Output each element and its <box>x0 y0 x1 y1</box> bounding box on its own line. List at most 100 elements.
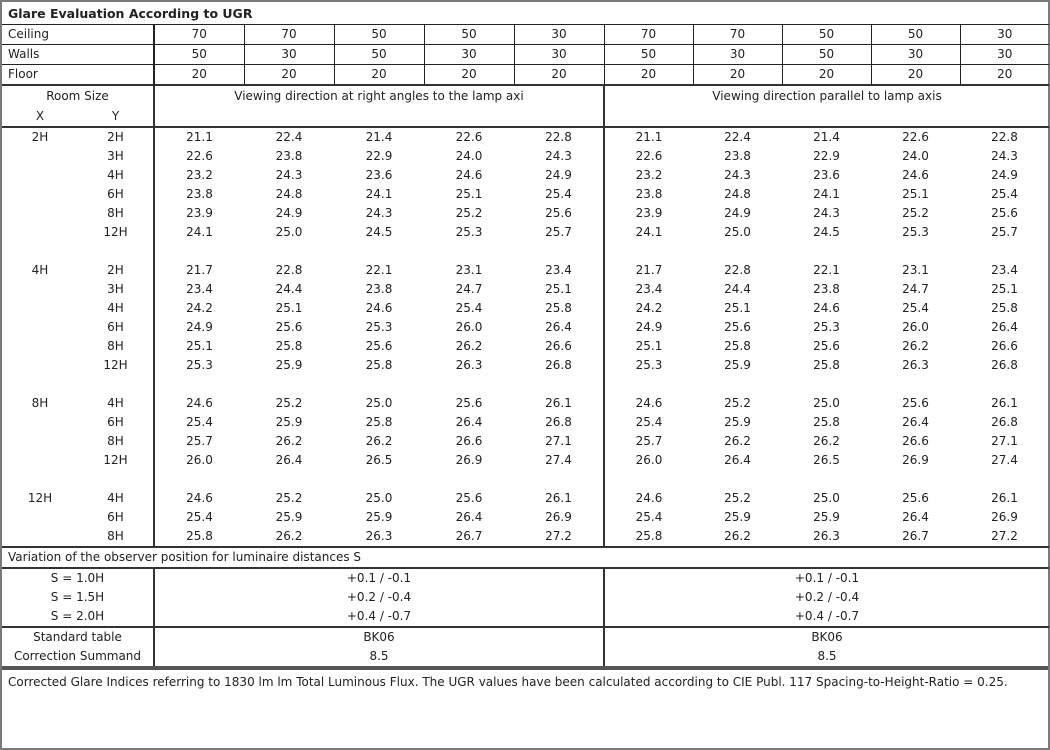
correction-left: 8.5 <box>153 647 604 666</box>
room-y: 12H <box>103 225 128 239</box>
left-direction-header: Viewing direction at right angles to the… <box>153 84 604 106</box>
ugr-value-left: 23.9 <box>153 204 244 223</box>
left-header-blank <box>153 106 604 127</box>
ugr-value-right: 21.1 <box>603 126 693 147</box>
reflectance-value: 20 <box>959 64 1049 86</box>
ugr-value-right: 25.6 <box>902 396 929 410</box>
ugr-value-right: 27.4 <box>991 453 1018 467</box>
variation-right: +0.1 / -0.1 <box>603 568 1049 588</box>
reflectance-value: 20 <box>870 64 961 86</box>
ugr-value-left: 25.0 <box>365 396 393 410</box>
ugr-value-left: 25.8 <box>365 415 393 429</box>
ugr-value-left: 25.7 <box>545 225 572 239</box>
reflectance-value: 50 <box>603 44 694 65</box>
ugr-value-right: 26.2 <box>724 434 751 448</box>
ugr-value-right: 23.8 <box>724 149 751 163</box>
room-y: 6H <box>107 415 124 429</box>
ugr-value-left: 22.8 <box>514 126 604 147</box>
ugr-value-right: 24.5 <box>813 225 840 239</box>
ugr-value-right: 26.1 <box>991 396 1018 410</box>
ugr-value-left: 26.2 <box>455 339 483 353</box>
ugr-value-left: 26.8 <box>545 358 572 372</box>
ugr-value-right: 26.6 <box>991 339 1018 353</box>
table-row: 8H 4H 24.6 25.2 25.0 25.6 26.1 24.6 25.2 25.0 25.6… <box>2 394 1049 413</box>
ugr-value-left: 26.1 <box>545 396 572 410</box>
ugr-value-left: 25.1 <box>455 187 483 201</box>
right-header-blank <box>603 106 1049 127</box>
ugr-value-left: 25.1 <box>545 282 572 296</box>
ugr-value-right: 24.6 <box>813 301 840 315</box>
ugr-value-right: 26.2 <box>902 339 929 353</box>
variation-left: +0.4 / -0.7 <box>153 607 604 627</box>
ugr-value-left: 24.1 <box>365 187 393 201</box>
room-x <box>2 413 78 432</box>
ugr-value-right: 23.9 <box>603 204 693 223</box>
reflectance-value: 50 <box>423 24 515 45</box>
reflectance-value: 20 <box>423 64 515 86</box>
ugr-value-left: 24.4 <box>275 282 303 296</box>
ugr-value-left: 25.3 <box>455 225 483 239</box>
room-y: 12H <box>103 358 128 372</box>
variation-right: +0.4 / -0.7 <box>603 607 1049 627</box>
table-row: 12H 4H 24.6 25.2 25.0 25.6 26.1 24.6 25.2 25.0 25.… <box>2 489 1049 508</box>
variation-row: S = 1.0H +0.1 / -0.1 +0.1 / -0.1 <box>2 568 1049 588</box>
ugr-value-right: 24.1 <box>603 223 693 242</box>
ugr-value-right: 27.1 <box>991 434 1018 448</box>
ugr-value-left: 25.7 <box>153 432 244 451</box>
variation-right: +0.2 / -0.4 <box>603 588 1049 607</box>
ugr-value-left: 26.6 <box>545 339 572 353</box>
ugr-value-left: 26.3 <box>365 529 393 543</box>
ugr-value-right: 26.0 <box>603 451 693 470</box>
ugr-value-right: 25.2 <box>902 206 929 220</box>
ugr-value-right: 26.2 <box>813 434 840 448</box>
ugr-value-right: 24.4 <box>724 282 751 296</box>
table-row: 8H 25.7 26.2 26.2 26.6 27.1 25.7 26.2 26.2 26.6 27… <box>2 432 1049 451</box>
room-y: 2H <box>78 126 154 147</box>
ugr-value-left: 24.3 <box>365 206 393 220</box>
room-x <box>2 166 78 185</box>
spacer-row <box>2 242 1049 261</box>
room-y: 8H <box>107 206 124 220</box>
reflectance-value: 30 <box>959 44 1049 65</box>
variation-label: S = 2.0H <box>50 609 105 623</box>
ugr-value-right: 22.4 <box>693 126 782 147</box>
ugr-value-right: 26.8 <box>991 415 1018 429</box>
ugr-value-left: 25.1 <box>275 301 303 315</box>
reflectance-value: 50 <box>333 24 425 45</box>
ugr-value-right: 24.3 <box>991 149 1018 163</box>
reflectance-value: 20 <box>333 64 425 86</box>
ugr-value-left: 26.6 <box>455 434 483 448</box>
ugr-value-left: 23.1 <box>455 263 483 277</box>
ugr-value-left: 24.9 <box>275 206 303 220</box>
ugr-value-right: 25.9 <box>724 358 751 372</box>
ugr-value-left: 26.2 <box>275 529 303 543</box>
ugr-value-right: 23.1 <box>902 263 929 277</box>
ugr-value-right: 24.3 <box>813 206 840 220</box>
room-x <box>2 299 78 318</box>
ugr-value-right: 25.0 <box>724 225 751 239</box>
x-header: X <box>35 108 45 123</box>
reflectance-label: Ceiling <box>2 24 155 45</box>
ugr-value-left: 22.9 <box>365 149 393 163</box>
ugr-value-right: 26.4 <box>902 510 929 524</box>
ugr-value-left: 26.1 <box>545 491 572 505</box>
ugr-value-left: 27.2 <box>545 529 572 543</box>
table-row: 6H 23.8 24.8 24.1 25.1 25.4 23.8 24.8 24.1 25.1 25… <box>2 185 1049 204</box>
correction-right: 8.5 <box>603 647 1049 666</box>
ugr-value-right: 25.6 <box>991 206 1018 220</box>
ugr-value-left: 25.6 <box>275 320 303 334</box>
ugr-value-left: 26.4 <box>275 453 303 467</box>
reflectance-value: 30 <box>243 44 335 65</box>
room-x <box>2 508 78 527</box>
room-x <box>2 223 78 242</box>
ugr-value-left: 21.4 <box>334 126 424 147</box>
ugr-value-right: 25.8 <box>991 301 1018 315</box>
standard-right: BK06 <box>603 626 1049 647</box>
ugr-value-left: 25.2 <box>455 206 483 220</box>
ugr-value-left: 26.8 <box>545 415 572 429</box>
room-y: 6H <box>107 510 124 524</box>
table-row: 6H 24.9 25.6 25.3 26.0 26.4 24.9 25.6 25.3 26.0 26… <box>2 318 1049 337</box>
ugr-value-left: 25.8 <box>545 301 572 315</box>
spacer <box>153 470 604 489</box>
